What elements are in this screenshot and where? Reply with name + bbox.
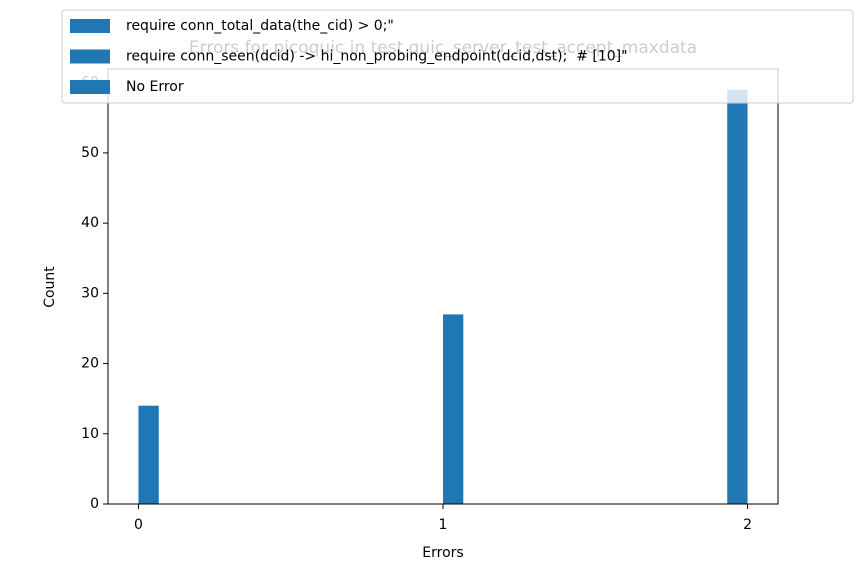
legend-box	[61, 9, 854, 104]
bar	[727, 89, 748, 504]
bar	[138, 405, 159, 504]
y-tick-label: 50	[81, 145, 99, 161]
legend-swatch	[70, 19, 110, 33]
y-tick-label: 40	[81, 215, 99, 231]
legend-label: No Error	[126, 79, 184, 95]
x-tick-label: 2	[743, 517, 752, 533]
x-axis-label: Errors	[422, 545, 463, 561]
y-tick-label: 10	[81, 426, 99, 442]
y-axis-label: Count	[42, 266, 58, 308]
legend-label: require conn_seen(dcid) -> hi_non_probin…	[126, 49, 628, 65]
y-tick-label: 20	[81, 356, 99, 372]
y-tick-label: 0	[90, 496, 99, 512]
legend-swatch	[70, 80, 110, 94]
legend-label: require conn_total_data(the_cid) > 0;"	[126, 18, 394, 34]
x-tick-label: 0	[134, 517, 143, 533]
bar	[443, 314, 464, 504]
y-tick-label: 30	[81, 285, 99, 301]
x-tick-label: 1	[439, 517, 448, 533]
legend-swatch	[70, 49, 110, 64]
